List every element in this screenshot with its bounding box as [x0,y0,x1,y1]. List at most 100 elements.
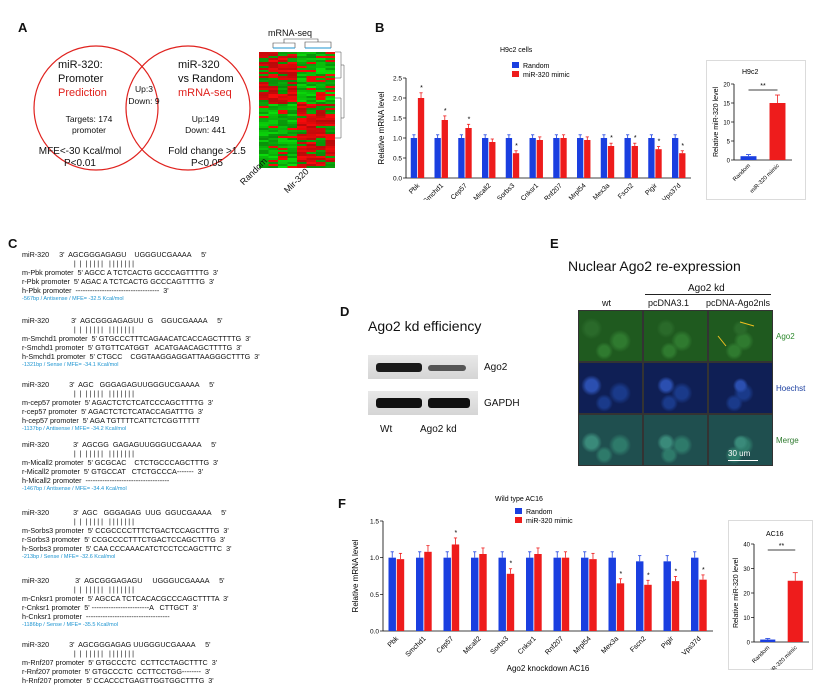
heatmap-cell [287,140,297,142]
bar [672,138,679,178]
heatmap-cell [316,124,326,126]
bar [441,120,448,178]
heatmap-cell [268,58,278,60]
heatmap-cell [287,142,297,144]
heatmap-cell [268,120,278,122]
alignment-block: miR-320 3' AGCGG GAGAGUUGGGUCGAAAA 5' | … [22,440,218,494]
heatmap-cell [268,66,278,68]
y-tick-label: 0.0 [393,176,402,183]
heatmap-cell [297,138,307,140]
bar [443,557,451,631]
bar [655,149,662,178]
heatmap-cell [306,62,316,64]
heatmap-cell [297,106,307,108]
venn-left-criteria: MFE<-30 Kcal/mol P<0.01 [38,146,122,169]
bar [512,153,520,178]
heatmap-cell [297,78,307,80]
heatmap-cell [306,104,316,106]
heatmap-cell [259,112,269,114]
y-tick-label: 10 [723,121,730,127]
heatmap-cell [297,146,307,148]
heatmap-cell [268,108,278,110]
heatmap-cell [297,144,307,146]
pairing-marks: | | | | | | | | | | | | | | [22,449,135,458]
heatmap-cell [259,92,269,94]
heatmap-cell [287,66,297,68]
heatmap-cell [278,54,288,56]
heatmap-cell [297,86,307,88]
heatmap-cell [268,144,278,146]
x-tick-label: Fscn2 [617,182,635,200]
heatmap-cell [278,144,288,146]
micro-title: Nuclear Ago2 re-expression [568,258,741,274]
heatmap-cell [325,122,335,124]
heatmap-cell [268,132,278,134]
significance-star: * [702,567,705,574]
heatmap-cell [278,68,288,70]
heatmap-cell [278,74,288,76]
x-tick-label: Pigir [660,635,675,650]
heatmap-cell [268,80,278,82]
alignment-block: miR-320 3' AGCGGGAGAGUU G GGUCGAAAA 5' |… [22,316,260,370]
bar [561,557,570,631]
bar [607,146,615,178]
heatmap-cell [325,98,335,100]
y-tick-label: 2.0 [393,96,402,103]
western-lane-kd: Ago2 kd [420,424,457,435]
heatmap-cell [306,114,316,116]
rat-promoter: r-Sorbs3 promoter 5' CCGCCCCTTTCTGACTCCA… [22,535,226,544]
heatmap-cell [306,138,316,140]
heatmap-cell [316,72,326,74]
heatmap-cell [297,88,307,90]
heatmap-cell [278,90,288,92]
heatmap-cell [297,122,307,124]
heatmap-cell [287,64,297,66]
heatmap-cell [278,104,288,106]
heatmap-cell [259,146,269,148]
bar [498,557,506,631]
legend-swatch [515,508,522,514]
heatmap-cell [287,98,297,100]
heatmap-cell [278,72,288,74]
heatmap-cell [287,110,297,112]
bar [451,544,460,631]
mir-sequence: miR-320 3' AGCGGGAGAGUU G GGUCGAAAA 5' [22,316,223,325]
x-tick-label: Cep57 [436,635,456,655]
heatmap-cell [278,158,288,160]
heatmap-cell [297,76,307,78]
x-tick-label: Smchd1 [422,182,445,200]
bar [663,561,671,631]
x-tick-label: Cep57 [450,182,469,200]
heatmap-cell [287,78,297,80]
band-ago2-wt [376,363,422,372]
bar [589,559,597,631]
venn-left-label: miR-320: Promoter Prediction [58,59,107,99]
y-tick-label: 20 [743,592,750,598]
heatmap-cell [278,102,288,104]
heatmap-cell [268,52,278,54]
heatmap-cell [297,160,307,162]
heatmap-cell [306,110,316,112]
heatmap-cell [297,102,307,104]
bar [644,584,652,631]
mir-sequence: miR-320 3' AGCGGGAGAGU UGGGUCGAAAA 5' [22,250,207,259]
western-lane-wt: Wt [380,424,393,435]
chart-ac16-mir: AC16 0 10 20 30 40 Relative miR-320 level Rando… [728,520,813,670]
micro-col-ago2nls: pcDNA-Ago2nls [706,298,771,308]
heatmap-cell [287,130,297,132]
heatmap-cell [268,56,278,58]
heatmap-cell [316,122,326,124]
heatmap-cell [259,84,269,86]
venn-right-criteria: Fold change >1.5 P<0.05 [168,146,246,169]
pairing-marks: | | | | | | | | | | | | | | [22,517,135,526]
heatmap-cell [297,62,307,64]
heatmap-cell [297,80,307,82]
heatmap-cell [278,108,288,110]
heatmap-cell [287,146,297,148]
bar [417,98,425,178]
bar [465,128,472,178]
heatmap-cell [316,134,326,136]
heatmap-cell [287,156,297,158]
heatmap-cell [316,94,326,96]
